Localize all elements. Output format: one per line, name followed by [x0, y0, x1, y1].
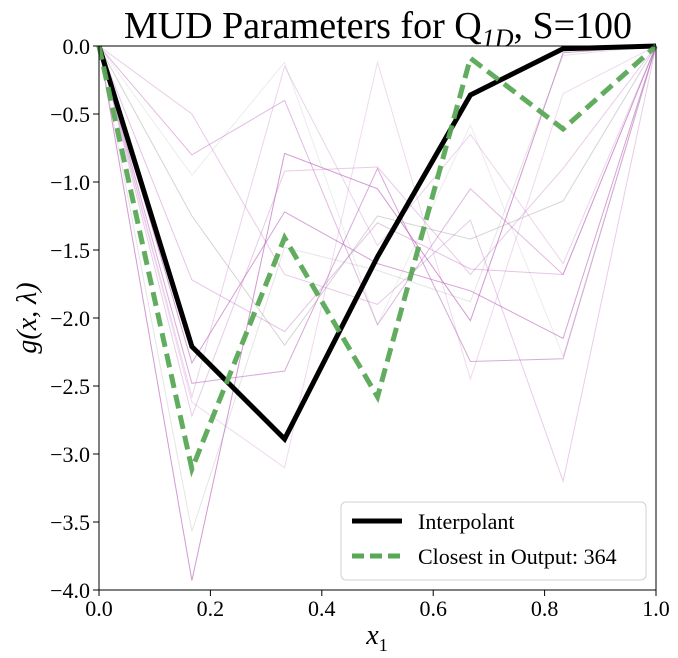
background-series-line: [98, 45, 657, 358]
background-series-line: [98, 45, 657, 384]
legend-box: [340, 501, 647, 581]
y-tick-label: −1.0: [50, 170, 90, 195]
series-line-interpolant: [96, 43, 657, 444]
y-axis-label: g(x, λ): [12, 282, 43, 353]
background-series-line: [98, 45, 657, 581]
plot-area: [99, 46, 656, 590]
background-series-line: [98, 45, 657, 532]
background-series-line: [98, 45, 657, 418]
y-tick-label: −2.0: [50, 306, 90, 331]
series-line-closest: [96, 44, 658, 478]
legend-label-interpolant: Interpolant: [418, 509, 515, 534]
background-series-group: [98, 45, 657, 581]
background-series-line: [98, 45, 657, 326]
y-tick-label: −1.5: [50, 238, 90, 263]
background-series-line: [98, 45, 657, 484]
y-tick-label: −3.5: [50, 510, 90, 535]
x-tick-label: 0.8: [531, 596, 559, 621]
background-series-line: [98, 45, 657, 399]
x-tick-label: 0.4: [308, 596, 336, 621]
y-tick-label: −3.0: [50, 442, 90, 467]
x-tick-label: 0.2: [197, 596, 225, 621]
y-axis-ticks: 0.0 −0.5 −1.0 −1.5 −2.0 −2.5 −3.0 −3.5 −4.0: [50, 34, 99, 603]
background-series-line: [98, 45, 657, 347]
y-tick-label: −0.5: [50, 102, 90, 127]
x-tick-label: 0.6: [419, 596, 447, 621]
x-tick-label: 1.0: [642, 596, 670, 621]
legend: Interpolant Closest in Output: 364: [340, 501, 647, 581]
background-series-line: [98, 45, 657, 469]
background-series-line: [98, 45, 657, 365]
y-tick-label: 0.0: [63, 34, 91, 59]
background-series-line: [98, 45, 657, 333]
legend-label-closest: Closest in Output: 364: [418, 544, 617, 569]
chart-title: MUD Parameters for Q1D, S=100: [124, 5, 632, 53]
y-tick-label: −4.0: [50, 578, 90, 603]
x-axis-label: x1: [365, 620, 387, 655]
y-tick-label: −2.5: [50, 374, 90, 399]
x-tick-label: 0.0: [85, 596, 113, 621]
x-axis-ticks: 0.0 0.2 0.4 0.6 0.8 1.0: [85, 590, 670, 621]
main-series-group: [96, 43, 658, 478]
